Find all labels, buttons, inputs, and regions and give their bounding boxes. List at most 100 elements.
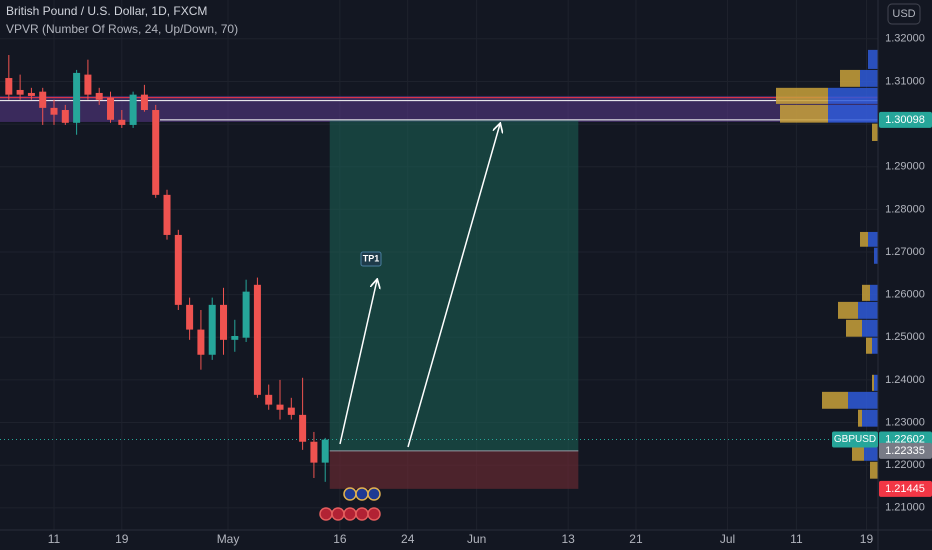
candle-body <box>265 394 273 405</box>
volume-down <box>780 104 828 123</box>
candle-body <box>242 291 250 338</box>
candle-body <box>27 92 35 96</box>
volume-down <box>846 319 862 337</box>
arrow <box>339 280 377 445</box>
candle-body <box>197 329 205 355</box>
candle-body <box>174 234 182 305</box>
volume-down <box>872 374 874 391</box>
price-badge-label: 1.21445 <box>885 483 925 495</box>
volume-down <box>866 337 872 354</box>
price-badge-label: 1.30098 <box>885 114 925 126</box>
event-icon <box>331 507 345 521</box>
candle-body <box>61 110 69 123</box>
y-tick-label: 1.24000 <box>885 374 925 386</box>
y-tick-label: 1.25000 <box>885 331 925 343</box>
x-tick-label: Jun <box>467 532 486 546</box>
drawings <box>339 124 500 448</box>
volume-up <box>874 374 878 391</box>
candle-body <box>220 304 228 340</box>
candle-body <box>231 335 239 340</box>
volume-up <box>870 284 878 301</box>
volume-profile <box>776 49 878 479</box>
volume-up <box>868 231 878 247</box>
candle-body <box>39 91 47 108</box>
volume-up <box>868 49 878 69</box>
volume-down <box>840 69 860 87</box>
volume-down <box>870 461 878 479</box>
y-tick-label: 1.22000 <box>885 459 925 471</box>
chart-title: British Pound / U.S. Dollar, 1D, FXCM <box>6 4 207 18</box>
candle-body <box>186 304 194 330</box>
stop-area <box>329 450 579 489</box>
candle-body <box>321 439 329 463</box>
volume-up <box>828 87 878 104</box>
volume-down <box>862 284 870 301</box>
x-tick-label: 13 <box>561 532 575 546</box>
currency-button[interactable] <box>887 3 921 25</box>
candle-body <box>73 72 81 123</box>
symbol-badge <box>832 431 878 448</box>
event-icon <box>355 507 369 521</box>
volume-down <box>872 123 878 141</box>
candle-body <box>163 194 171 235</box>
y-tick-label: 1.26000 <box>885 289 925 301</box>
candle-body <box>276 404 284 410</box>
x-tick-label: 19 <box>115 532 129 546</box>
price-badge-label: 1.22602 <box>885 433 925 445</box>
x-tick-label: Jul <box>720 532 735 546</box>
candle-body <box>16 89 24 95</box>
x-tick-label: 21 <box>629 532 643 546</box>
candles <box>5 55 329 482</box>
volume-down <box>776 87 828 104</box>
volume-up <box>858 301 878 319</box>
event-icon <box>343 487 357 501</box>
event-icon <box>367 507 381 521</box>
volume-down <box>822 391 848 409</box>
symbol-label: GBPUSD <box>834 434 876 445</box>
arrow <box>407 124 500 448</box>
volume-down <box>838 301 858 319</box>
volume-up <box>848 391 878 409</box>
candle-body <box>152 110 160 195</box>
candle-body <box>50 107 58 115</box>
x-tick-label: May <box>217 532 240 546</box>
candle-body <box>208 304 216 355</box>
y-tick-label: 1.31000 <box>885 75 925 87</box>
axes: 1.320001.310001.300001.290001.280001.270… <box>48 33 932 546</box>
volume-up <box>860 69 878 87</box>
y-tick-label: 1.32000 <box>885 33 925 45</box>
x-tick-label: 11 <box>790 532 803 546</box>
volume-down <box>860 231 868 247</box>
y-tick-label: 1.29000 <box>885 161 925 173</box>
y-tick-label: 1.23000 <box>885 416 925 428</box>
candle-body <box>5 78 13 95</box>
volume-up <box>828 104 878 123</box>
volume-up <box>874 247 878 264</box>
candle-body <box>84 74 92 95</box>
candle-body <box>253 284 261 395</box>
candle-body <box>95 92 103 100</box>
currency-label[interactable]: USD <box>892 8 915 20</box>
volume-up <box>862 409 878 427</box>
volume-up <box>872 337 878 354</box>
event-icon <box>319 507 333 521</box>
volume-up <box>862 319 878 337</box>
y-tick-label: 1.27000 <box>885 246 925 258</box>
x-tick-label: 24 <box>401 532 415 546</box>
y-tick-label: 1.21000 <box>885 502 925 514</box>
price-badge-label: 1.22335 <box>885 445 925 457</box>
x-tick-label: 19 <box>860 532 874 546</box>
event-icons <box>319 487 381 521</box>
volume-up <box>864 444 878 461</box>
candle-body <box>107 97 115 120</box>
tp-label: TP1 <box>363 253 380 263</box>
tp-label-box <box>360 251 382 267</box>
candle-body <box>118 119 126 125</box>
y-tick-label: 1.28000 <box>885 203 925 215</box>
event-icon <box>355 487 369 501</box>
candle-body <box>287 407 295 415</box>
candle-body <box>129 94 137 125</box>
event-icon <box>367 487 381 501</box>
